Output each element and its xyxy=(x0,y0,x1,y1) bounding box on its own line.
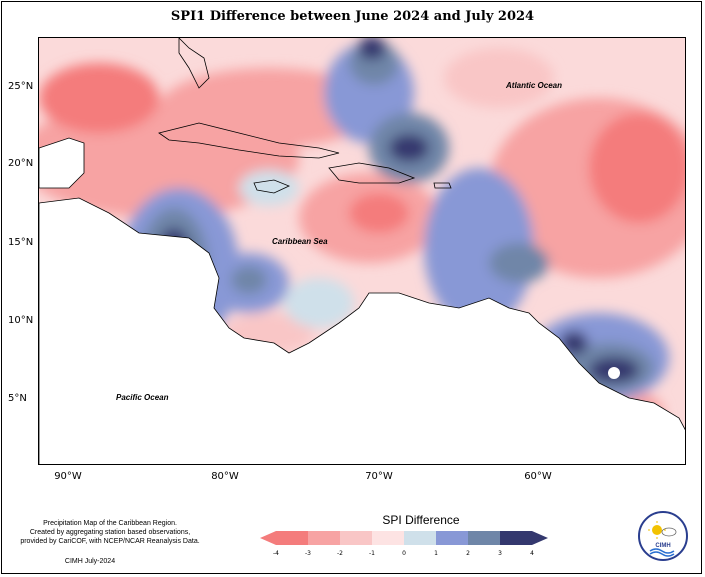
logo-text: CIMH xyxy=(655,543,671,549)
legend-tick-label: 4 xyxy=(530,550,534,557)
legend-swatch xyxy=(340,531,372,545)
dry-core-atlantic xyxy=(589,113,685,223)
legend-swatch xyxy=(308,531,340,545)
lat-label-5: 5°N xyxy=(8,393,27,404)
lon-label-70: 70°W xyxy=(365,471,393,482)
legend-colorbar xyxy=(260,531,548,545)
legend-tick-label: -1 xyxy=(369,550,375,557)
lon-label-80: 80°W xyxy=(211,471,239,482)
legend-tick-label: 0 xyxy=(402,550,406,557)
legend-tick-label: 1 xyxy=(434,550,438,557)
legend-swatch xyxy=(468,531,500,545)
caribbean-sea-label: Caribbean Sea xyxy=(272,237,328,246)
lat-label-20: 20°N xyxy=(8,158,34,169)
south-central-america-landmass xyxy=(39,197,685,464)
lon-label-90: 90°W xyxy=(54,471,82,482)
very-wet-nicaragua xyxy=(231,266,267,294)
spi-difference-field xyxy=(39,38,685,464)
legend-tick-label: 2 xyxy=(466,550,470,557)
land-gap-guiana xyxy=(608,367,620,379)
dry-core-caribbean xyxy=(349,193,409,233)
atlantic-ocean-label: Atlantic Ocean xyxy=(506,81,563,90)
wet-region-eastern-caribbean xyxy=(424,168,534,328)
map-panel xyxy=(38,37,686,465)
legend-swatch xyxy=(436,531,468,545)
legend-title: SPI Difference xyxy=(382,513,460,527)
cimh-logo: CIMH xyxy=(638,511,688,561)
legend-swatch xyxy=(372,531,404,545)
legend-tick-label: 3 xyxy=(498,550,502,557)
very-wet-antilles xyxy=(489,243,549,283)
map-title: SPI1 Difference between June 2024 and Ju… xyxy=(170,9,535,24)
extreme-wet-bahamas xyxy=(358,38,386,60)
lat-label-25: 25°N xyxy=(8,81,34,92)
light-dry-north xyxy=(444,48,554,108)
extreme-wet-hispaniola xyxy=(389,134,429,162)
legend-swatch xyxy=(276,531,308,545)
credit-line-1: Precipitation Map of the Caribbean Regio… xyxy=(43,520,177,527)
legend-tick-label: -2 xyxy=(337,550,343,557)
dry-core-nw xyxy=(39,63,159,133)
hispaniola-coastline xyxy=(328,162,416,184)
dry-region-north xyxy=(159,68,379,148)
puerto-rico-coastline xyxy=(433,182,452,189)
lon-label-60: 60°W xyxy=(524,471,552,482)
florida-coastline xyxy=(178,38,210,89)
jamaica-coastline xyxy=(253,179,291,194)
legend-arrow-right xyxy=(532,531,548,545)
light-wet-colombia xyxy=(284,278,354,328)
legend-arrow-left xyxy=(260,531,276,545)
lat-label-10: 10°N xyxy=(8,315,34,326)
cuba-coastline xyxy=(158,122,340,159)
legend-tick-label: -3 xyxy=(305,550,311,557)
pacific-ocean-label: Pacific Ocean xyxy=(116,393,169,402)
yucatan-landmass xyxy=(39,137,85,189)
footer-credit: CIMH July-2024 xyxy=(64,558,116,565)
credit-text: Precipitation Map of the Caribbean Regio… xyxy=(10,519,210,546)
lat-label-15: 15°N xyxy=(8,237,34,248)
credit-line-2: Created by aggregating station based obs… xyxy=(29,529,191,536)
legend-tick-label: -4 xyxy=(273,550,279,557)
legend-swatch xyxy=(404,531,436,545)
sun-cloud-icon xyxy=(648,521,677,557)
legend-swatch xyxy=(500,531,532,545)
credit-line-3: provided by CariCOF, with NCEP/NCAR Rean… xyxy=(20,538,200,545)
near-normal-jamaica xyxy=(239,170,299,206)
